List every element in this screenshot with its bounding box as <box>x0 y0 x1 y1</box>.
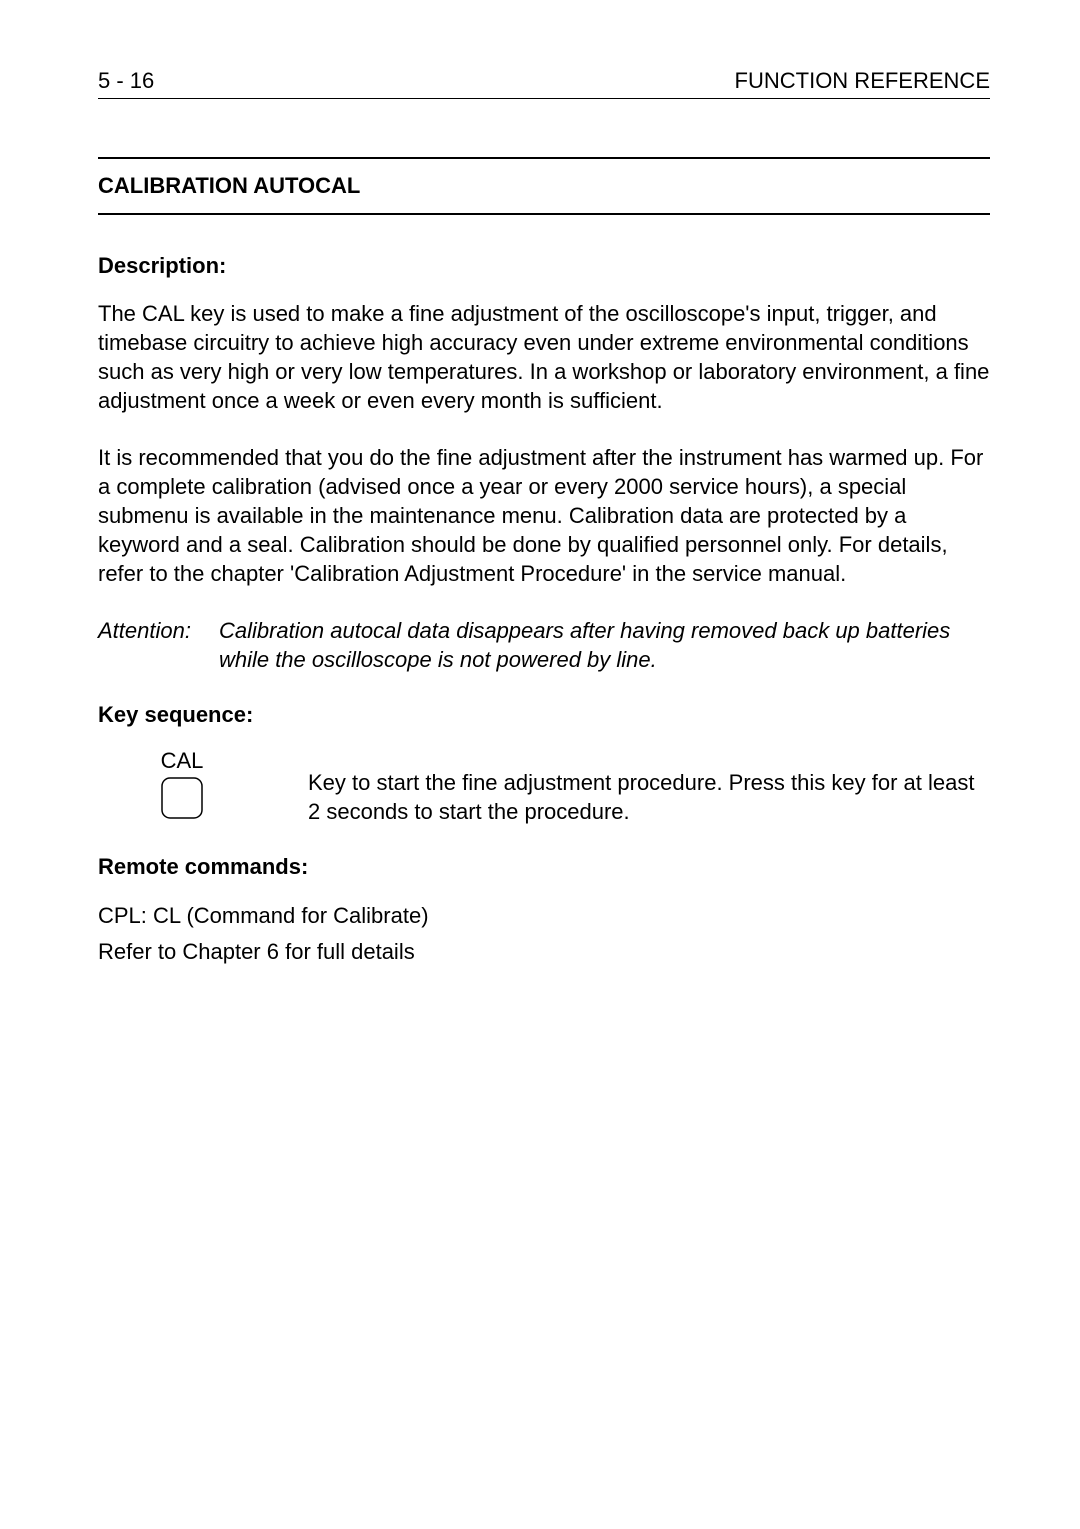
page-header: 5 - 16 FUNCTION REFERENCE <box>98 68 990 99</box>
attention-label: Attention: <box>98 616 191 674</box>
key-description: Key to start the fine adjustment procedu… <box>308 748 990 826</box>
key-sequence-row: CAL Key to start the fine adjustment pro… <box>98 748 990 826</box>
page-number: 5 - 16 <box>98 68 154 94</box>
remote-commands-heading: Remote commands: <box>98 854 990 880</box>
cal-key: CAL <box>160 748 204 820</box>
cal-key-label: CAL <box>161 748 204 774</box>
key-sequence-heading: Key sequence: <box>98 702 990 728</box>
attention-text: Calibration autocal data disappears afte… <box>219 616 990 674</box>
description-heading: Description: <box>98 253 990 279</box>
description-paragraph-2: It is recommended that you do the fine a… <box>98 443 990 588</box>
remote-command-line-1: CPL: CL (Command for Calibrate) <box>98 900 990 932</box>
section-name: FUNCTION REFERENCE <box>735 68 990 94</box>
cal-button-icon <box>160 776 204 820</box>
attention-note: Attention: Calibration autocal data disa… <box>98 616 990 674</box>
page-title: CALIBRATION AUTOCAL <box>98 157 990 215</box>
description-paragraph-1: The CAL key is used to make a fine adjus… <box>98 299 990 415</box>
remote-command-line-2: Refer to Chapter 6 for full details <box>98 936 990 968</box>
